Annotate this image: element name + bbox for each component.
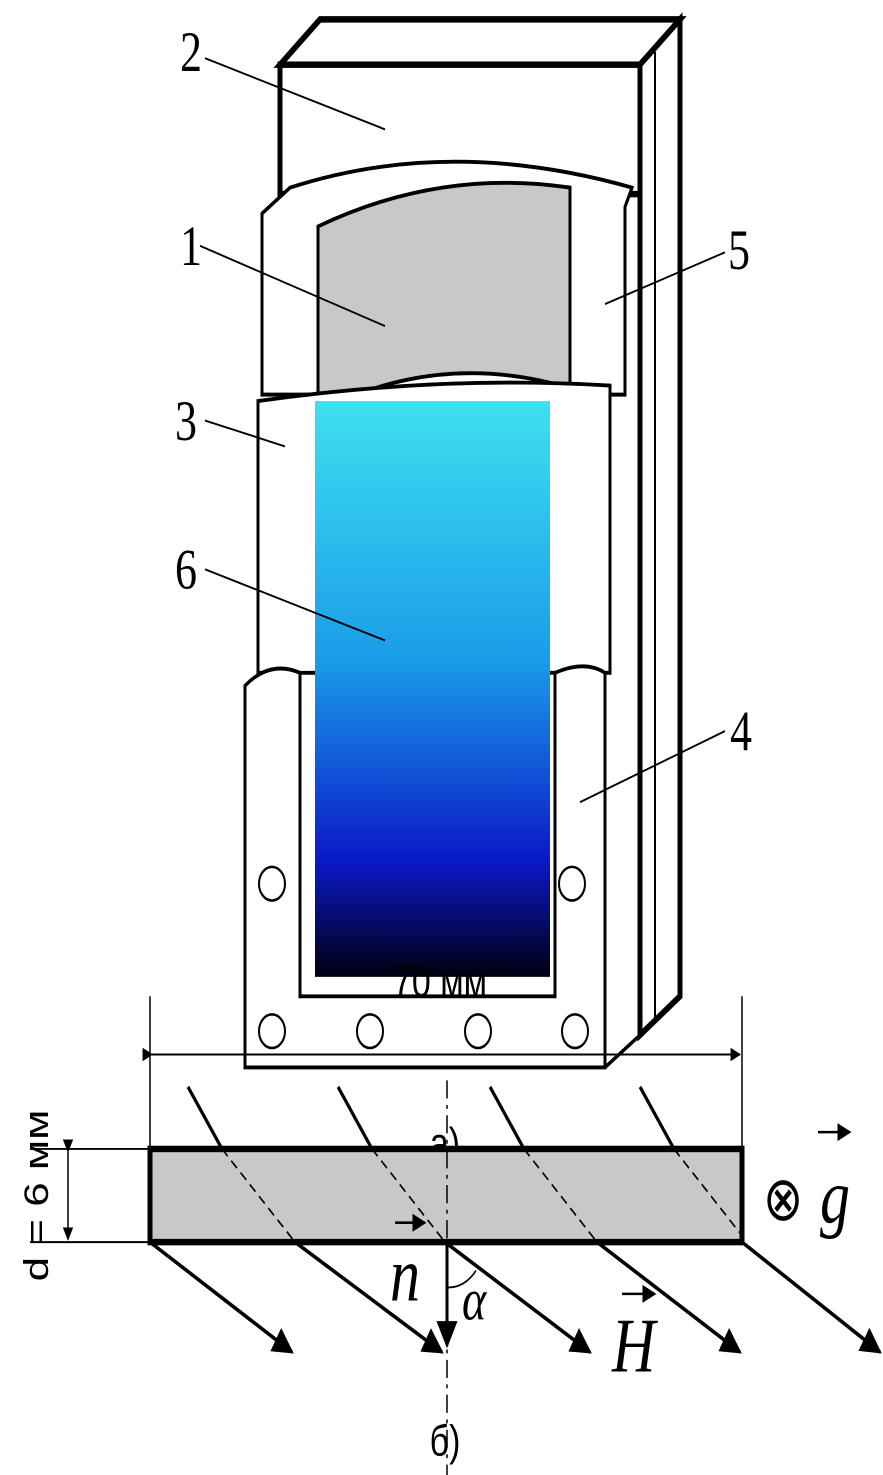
label-2: 2: [180, 22, 202, 85]
label-1: 1: [180, 216, 202, 279]
cell-drawing: [199, 12, 726, 1070]
angle-symbol: α: [462, 1267, 487, 1333]
layer-drawing: [30, 996, 882, 1475]
gravity-symbol: g: [820, 1154, 850, 1240]
width-label: 70 мм: [393, 957, 487, 1006]
label-4: 4: [730, 701, 752, 764]
caption-b: б): [430, 1416, 461, 1465]
field-symbol: H: [611, 1303, 659, 1389]
into-page-symbol: ⊗: [763, 1166, 803, 1234]
thickness-label: d = 6 мм: [18, 1110, 56, 1282]
label-5: 5: [728, 220, 750, 283]
label-6: 6: [175, 539, 197, 602]
label-3: 3: [175, 391, 197, 454]
normal-symbol: n: [390, 1232, 420, 1318]
